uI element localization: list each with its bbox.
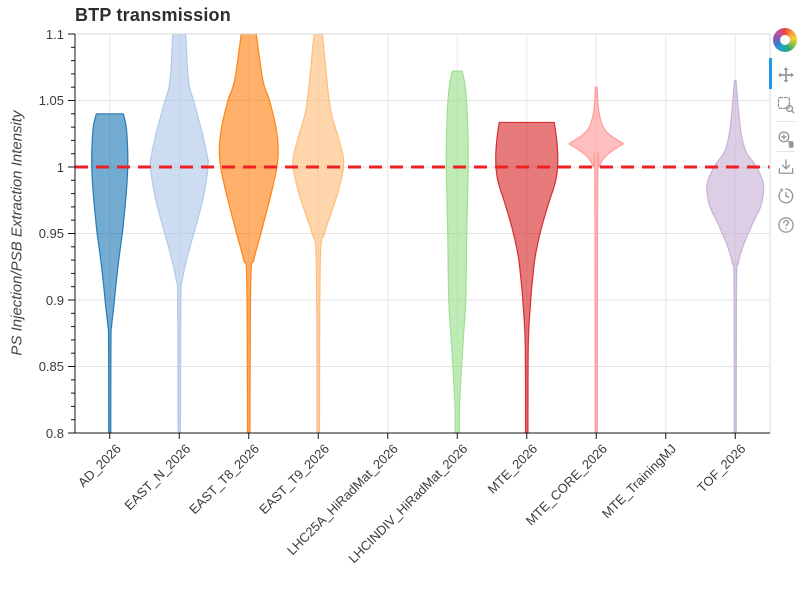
- pan-tool-button[interactable]: [772, 61, 800, 89]
- y-tick-label: 1.1: [45, 26, 64, 42]
- help-tool-button[interactable]: [772, 211, 800, 239]
- y-tick-label: 1.05: [38, 93, 64, 108]
- reset-tool-button[interactable]: [772, 182, 800, 210]
- y-tick-label: 0.95: [38, 226, 64, 241]
- box-zoom-icon: [777, 96, 795, 114]
- y-tick-label: 0.85: [38, 359, 64, 374]
- violin-MTE_2026: [495, 121, 559, 434]
- chart-title: BTP transmission: [75, 5, 231, 25]
- violin-AD_2026: [91, 113, 129, 434]
- save-tool-button[interactable]: [772, 153, 800, 181]
- violin-TOF_2026: [706, 79, 765, 434]
- y-tick-label: 0.9: [45, 292, 64, 308]
- y-tick-label: 1: [56, 159, 64, 175]
- toolbar-separator: [777, 151, 795, 152]
- save-icon: [778, 159, 794, 174]
- help-icon: [778, 217, 794, 233]
- violin-LHCINDIV_HiRadMat_2026: [445, 70, 469, 434]
- y-tick-label: 0.8: [45, 425, 64, 441]
- box-zoom-tool-button[interactable]: [772, 91, 800, 119]
- wheel-zoom-tool-button[interactable]: [772, 125, 800, 153]
- wheel-zoom-icon: [778, 131, 794, 148]
- violin-MTE_CORE_2026: [568, 86, 624, 434]
- pan-icon: [778, 67, 794, 83]
- active-tool-indicator: [769, 58, 772, 89]
- toolbar-separator: [777, 121, 795, 122]
- reset-icon: [778, 188, 794, 204]
- bokeh-logo[interactable]: [773, 28, 797, 52]
